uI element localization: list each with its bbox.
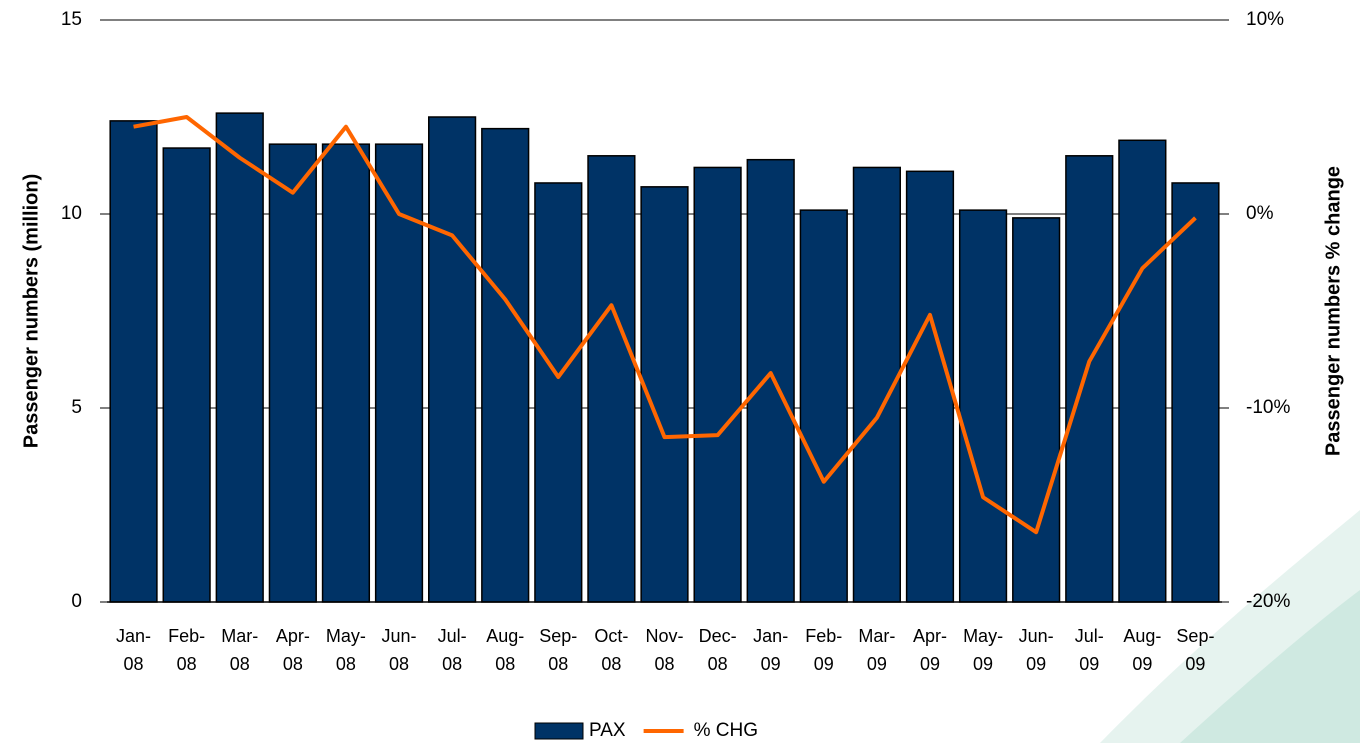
x-tick-label: May- 09 — [963, 626, 1004, 674]
y-tick-label: 5 — [71, 397, 82, 418]
x-tick-label: Dec- 08 — [698, 626, 737, 674]
y2-tick-label: 0% — [1246, 203, 1274, 224]
legend-swatch — [534, 722, 584, 740]
y2-axis-title: Passenger numbers % change — [1322, 166, 1344, 456]
bar — [587, 155, 636, 603]
y-tick-label: 10 — [61, 203, 82, 224]
y-tick-label: 0 — [71, 591, 82, 612]
bar — [268, 143, 317, 603]
x-tick-label: Mar- 08 — [221, 626, 259, 674]
legend-label: % CHG — [694, 720, 758, 741]
bar — [109, 120, 158, 603]
bar — [1065, 155, 1114, 603]
decoration — [1180, 590, 1360, 743]
x-tick-label: Oct- 08 — [594, 626, 629, 674]
bar — [1012, 217, 1061, 603]
bar — [799, 209, 848, 603]
x-tick-label: Apr- 08 — [275, 626, 310, 674]
x-tick-label: Jul- 08 — [437, 626, 467, 674]
x-tick-label: Nov- 08 — [645, 626, 684, 674]
x-tick-label: Mar- 09 — [858, 626, 896, 674]
y-axis-title: Passenger numbers (million) — [20, 174, 42, 449]
x-tick-label: Sep- 08 — [539, 626, 578, 674]
x-tick-label: Jul- 09 — [1074, 626, 1104, 674]
x-tick-label: Feb- 08 — [168, 626, 206, 674]
line — [133, 115, 1197, 535]
y-tick-label: 15 — [61, 9, 82, 30]
bar — [321, 143, 371, 603]
x-tick-label: Aug- 09 — [1123, 626, 1162, 674]
x-tick-label: Jan- 08 — [116, 626, 152, 674]
x-tick-label: Jun- 09 — [1018, 626, 1054, 674]
x-tick-label: Jun- 08 — [381, 626, 417, 674]
bar — [905, 170, 955, 603]
x-tick-label: Feb- 09 — [805, 626, 843, 674]
bar — [428, 116, 477, 603]
legend-label: PAX — [589, 720, 626, 741]
x-tick-label: May- 08 — [325, 626, 366, 674]
bar — [1171, 182, 1220, 603]
bar — [481, 127, 530, 603]
bar — [1118, 139, 1167, 603]
y2-tick-label: -20% — [1246, 591, 1290, 612]
bar — [534, 182, 583, 603]
y2-tick-label: -10% — [1246, 397, 1290, 418]
bar — [162, 147, 211, 603]
y2-tick-label: 10% — [1246, 9, 1284, 30]
x-tick-label: Aug- 08 — [486, 626, 525, 674]
bar — [215, 112, 264, 603]
x-tick-label: Apr- 09 — [912, 626, 947, 674]
bar — [746, 158, 795, 603]
bar — [958, 209, 1008, 603]
x-tick-label: Jan- 09 — [753, 626, 789, 674]
bar — [693, 166, 742, 603]
x-tick-label: Sep- 09 — [1176, 626, 1215, 674]
